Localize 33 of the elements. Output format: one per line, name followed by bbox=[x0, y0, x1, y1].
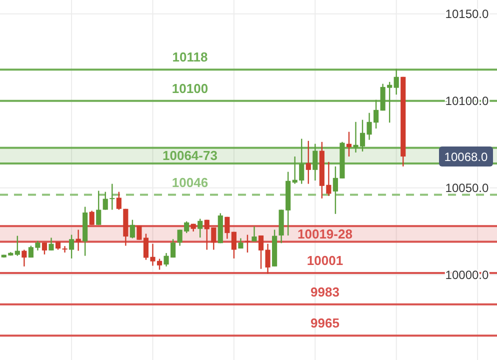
candlestick bbox=[394, 68, 399, 96]
candlestick bbox=[346, 131, 352, 158]
candlestick bbox=[244, 234, 250, 254]
ref-line-label: 9965 bbox=[310, 316, 340, 331]
band-label: 10064-73 bbox=[162, 148, 218, 164]
candlestick bbox=[224, 216, 230, 240]
candlestick bbox=[76, 229, 81, 252]
band-label: 10019-28 bbox=[298, 226, 352, 242]
candlestick bbox=[231, 231, 236, 260]
ref-line-label: 10046 bbox=[172, 174, 208, 190]
candlestick bbox=[306, 140, 311, 184]
candlestick bbox=[96, 190, 102, 226]
candlestick bbox=[22, 249, 27, 268]
y-tick-label: 10150.0 bbox=[445, 6, 490, 21]
candlestick bbox=[48, 237, 54, 252]
candlestick bbox=[116, 191, 122, 210]
candlestick bbox=[14, 235, 20, 256]
candlestick bbox=[110, 183, 115, 210]
candlestick bbox=[312, 143, 318, 182]
y-tick-label: 10050.0 bbox=[445, 180, 490, 195]
ref-line-label: 10118 bbox=[172, 50, 208, 65]
text: 10068.0 bbox=[444, 150, 488, 164]
candlestick bbox=[69, 234, 74, 260]
candlestick bbox=[89, 210, 94, 226]
ref-line-label: 9983 bbox=[310, 284, 340, 300]
candlestick bbox=[252, 226, 257, 242]
candlestick bbox=[130, 219, 135, 239]
candlestick bbox=[198, 218, 203, 238]
ref-line-label: 10100 bbox=[172, 80, 208, 96]
candlestick bbox=[102, 191, 108, 210]
candlestick bbox=[62, 245, 68, 254]
candlestick bbox=[42, 242, 48, 256]
ref-line-label: 10001 bbox=[306, 253, 344, 268]
